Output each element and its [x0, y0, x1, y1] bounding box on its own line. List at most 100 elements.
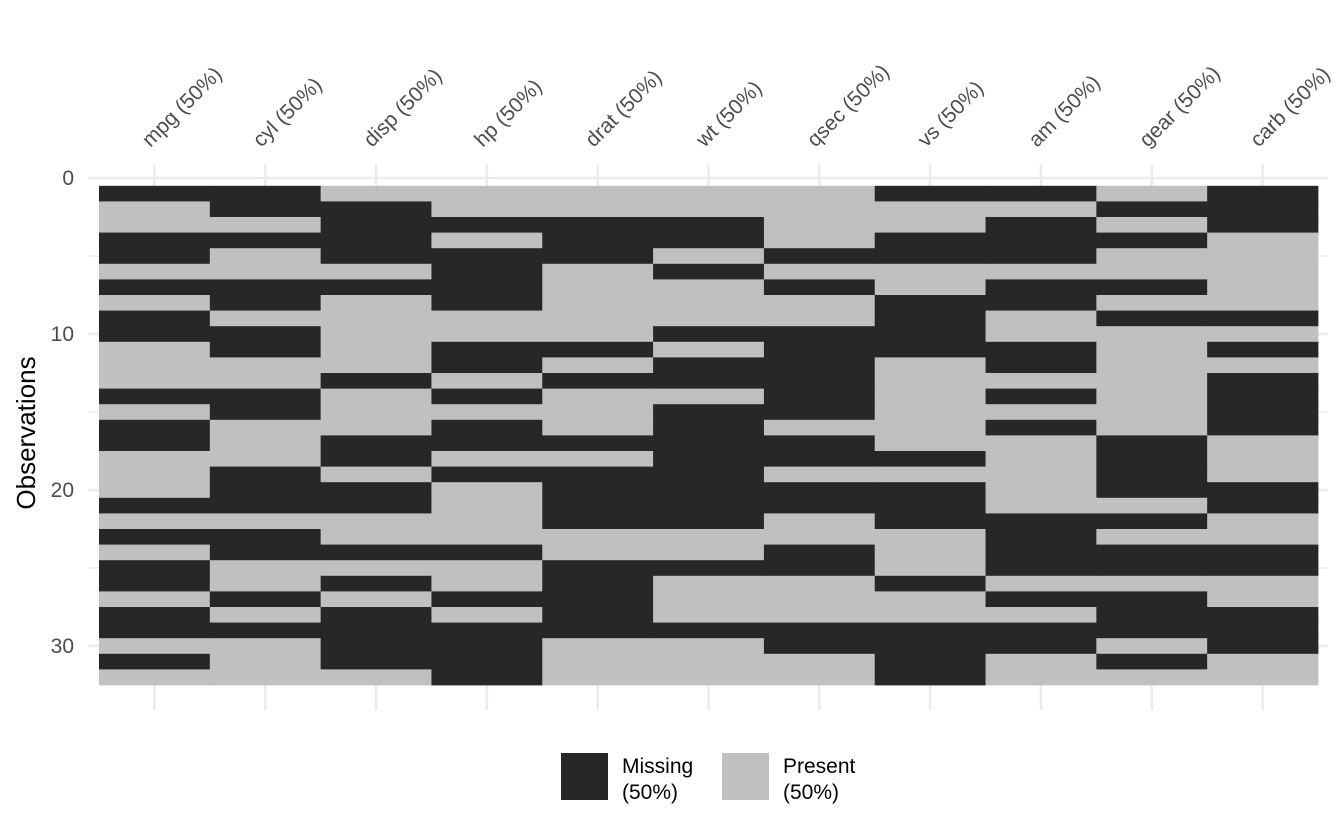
- cell-present: [653, 341, 765, 358]
- cell-missing: [99, 560, 211, 577]
- cell-present: [542, 326, 654, 343]
- cell-present: [874, 419, 986, 436]
- cell-missing: [763, 388, 876, 405]
- cell-missing: [1096, 435, 1208, 452]
- cell-missing: [209, 497, 322, 514]
- cell-missing: [1207, 185, 1319, 202]
- cell-present: [653, 279, 765, 296]
- cell-present: [653, 529, 765, 545]
- cell-present: [99, 295, 211, 311]
- cell-present: [542, 404, 654, 421]
- cell-present: [985, 263, 1097, 280]
- cell-present: [874, 560, 986, 577]
- cell-present: [874, 201, 986, 218]
- cell-missing: [874, 295, 986, 311]
- cell-present: [874, 279, 986, 296]
- cell-missing: [99, 232, 211, 249]
- cell-missing: [431, 248, 543, 265]
- cell-missing: [431, 544, 543, 561]
- cell-missing: [763, 373, 876, 389]
- cell-missing: [874, 248, 986, 265]
- cell-missing: [653, 497, 765, 514]
- cell-present: [874, 404, 986, 421]
- y-tick-label: 20: [51, 479, 74, 502]
- legend-label: Missing: [622, 755, 693, 778]
- cell-present: [763, 513, 876, 530]
- cell-missing: [99, 607, 211, 623]
- cell-missing: [431, 295, 543, 311]
- cell-present: [99, 451, 211, 467]
- cell-missing: [431, 466, 543, 483]
- cell-present: [1096, 217, 1208, 233]
- cell-present: [209, 248, 322, 265]
- cell-missing: [1207, 217, 1319, 233]
- cell-present: [542, 638, 654, 655]
- cell-present: [542, 544, 654, 561]
- cell-missing: [1207, 638, 1319, 655]
- cell-missing: [985, 357, 1097, 374]
- cell-missing: [320, 653, 432, 670]
- cell-present: [985, 607, 1097, 623]
- column-label: disp (50%): [359, 64, 446, 151]
- cell-missing: [1207, 607, 1319, 623]
- cell-present: [653, 185, 765, 202]
- cell-present: [985, 310, 1097, 327]
- cell-missing: [1207, 419, 1319, 436]
- cell-missing: [542, 435, 654, 452]
- cell-present: [209, 419, 322, 436]
- cell-missing: [431, 622, 543, 639]
- cell-present: [1207, 435, 1319, 452]
- cell-missing: [985, 529, 1097, 545]
- cell-missing: [542, 513, 654, 530]
- cell-present: [99, 201, 211, 218]
- cell-missing: [874, 653, 986, 670]
- cell-present: [1096, 373, 1208, 389]
- cell-missing: [1096, 279, 1208, 296]
- cell-missing: [653, 513, 765, 530]
- cell-present: [985, 575, 1097, 592]
- column-label: wt (50%): [691, 77, 767, 153]
- cell-present: [985, 497, 1097, 514]
- cell-missing: [653, 560, 765, 577]
- cell-missing: [985, 341, 1097, 358]
- cell-present: [874, 607, 986, 623]
- cell-present: [431, 560, 543, 577]
- cell-present: [320, 560, 432, 577]
- cell-missing: [431, 217, 543, 233]
- cell-present: [320, 591, 432, 608]
- cell-missing: [99, 529, 211, 545]
- cell-present: [653, 295, 765, 311]
- cell-present: [99, 217, 211, 233]
- cell-present: [320, 669, 432, 686]
- cell-missing: [209, 388, 322, 405]
- cell-present: [985, 669, 1097, 686]
- cell-missing: [763, 497, 876, 514]
- cell-missing: [653, 451, 765, 467]
- cell-missing: [431, 279, 543, 296]
- cell-present: [209, 217, 322, 233]
- cell-present: [431, 482, 543, 499]
- cell-missing: [653, 482, 765, 499]
- cell-missing: [320, 622, 432, 639]
- cell-present: [320, 295, 432, 311]
- cell-missing: [431, 653, 543, 670]
- cell-present: [209, 653, 322, 670]
- cell-present: [1207, 669, 1319, 686]
- cell-missing: [320, 232, 432, 249]
- cell-missing: [99, 185, 211, 202]
- cell-missing: [763, 482, 876, 499]
- cell-present: [542, 201, 654, 218]
- cell-present: [653, 653, 765, 670]
- cell-present: [763, 466, 876, 483]
- cell-present: [763, 217, 876, 233]
- cell-missing: [1207, 201, 1319, 218]
- cell-missing: [209, 279, 322, 296]
- cell-present: [542, 185, 654, 202]
- cell-missing: [874, 185, 986, 202]
- cell-present: [320, 326, 432, 343]
- cell-missing: [763, 326, 876, 343]
- cell-missing: [1096, 560, 1208, 577]
- cell-missing: [763, 248, 876, 265]
- cell-missing: [542, 248, 654, 265]
- cell-present: [985, 653, 1097, 670]
